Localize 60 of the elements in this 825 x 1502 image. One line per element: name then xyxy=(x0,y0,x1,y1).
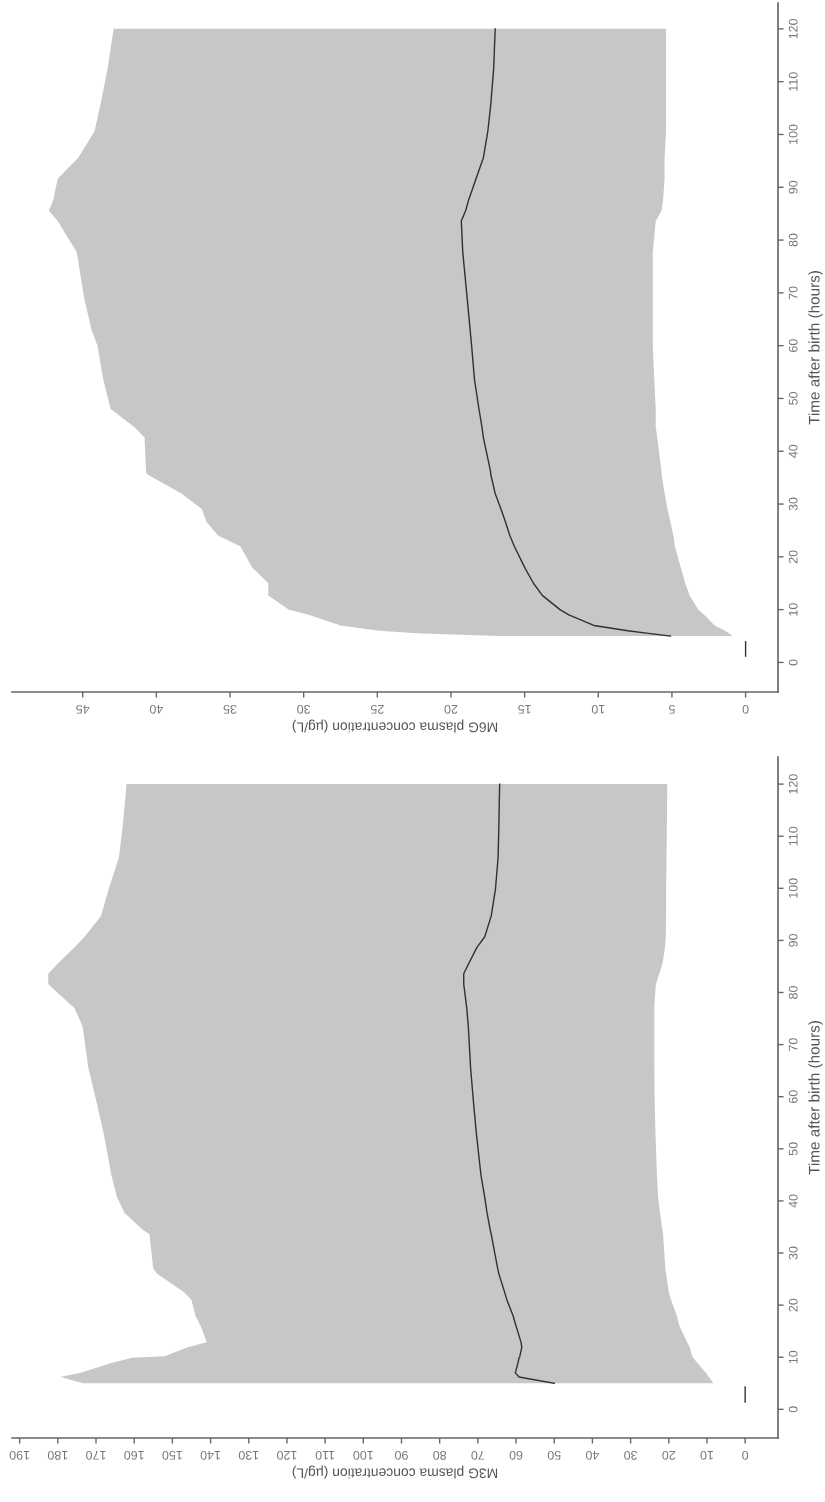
x-tick-label: 30 xyxy=(297,704,311,714)
x-tick-label: 20 xyxy=(444,704,458,714)
y-tick-label: 50 xyxy=(788,1142,798,1156)
y-tick-label: 0 xyxy=(788,659,798,666)
x-tick-label: 90 xyxy=(395,1450,408,1460)
y-tick-label: 0 xyxy=(788,1406,798,1413)
x-tick-label: 40 xyxy=(585,1450,600,1460)
y-tick-label: 10 xyxy=(788,1350,798,1364)
x-tick-label: 45 xyxy=(76,704,90,714)
x-tick-label: 15 xyxy=(518,704,531,714)
x-tick-label: 5 xyxy=(668,704,675,714)
x-tick-label: 0 xyxy=(742,704,749,714)
y-tick-label: 90 xyxy=(788,180,798,194)
y-tick-label: 120 xyxy=(788,774,798,794)
y-tick-label: 30 xyxy=(788,497,798,511)
x-tick-label: 10 xyxy=(591,704,605,714)
x-tick-label: 60 xyxy=(509,1450,523,1460)
y-tick-label: 90 xyxy=(788,933,798,947)
x-tick-label: 30 xyxy=(624,1450,638,1460)
y-tick-label: 20 xyxy=(788,1298,798,1312)
x-tick-label: 110 xyxy=(315,1450,335,1460)
x-tick-label: 150 xyxy=(162,1450,182,1460)
y-tick-label: 70 xyxy=(788,286,798,300)
y-tick-label: 60 xyxy=(788,339,798,352)
y-tick-label: 40 xyxy=(788,1194,798,1208)
x-tick-label: 10 xyxy=(700,1450,713,1460)
y-tick-label: 50 xyxy=(788,391,798,405)
x-tick-label: 100 xyxy=(353,1450,373,1460)
x-axis-title: M6G plasma concentration (µg/L) xyxy=(292,719,498,733)
x-tick-label: 180 xyxy=(47,1450,68,1460)
x-tick-label: 20 xyxy=(662,1450,676,1460)
x-tick-label: 40 xyxy=(149,704,164,714)
y-tick-label: 30 xyxy=(788,1246,798,1260)
y-tick-label: 70 xyxy=(788,1038,798,1051)
y-tick-label: 110 xyxy=(788,72,798,91)
y-axis-title: Time after birth (hours) xyxy=(808,1021,823,1175)
x-tick-label: 50 xyxy=(547,1450,561,1460)
x-tick-label: 140 xyxy=(200,1450,221,1460)
y-tick-label: 120 xyxy=(788,18,798,39)
y-tick-label: 100 xyxy=(788,124,798,144)
x-tick-label: 80 xyxy=(433,1450,447,1460)
y-tick-label: 80 xyxy=(788,986,798,999)
y-tick-label: 80 xyxy=(788,233,798,247)
x-tick-label: 25 xyxy=(370,704,384,714)
y-tick-label: 10 xyxy=(788,603,798,616)
y-tick-label: 40 xyxy=(788,444,798,458)
x-tick-label: 120 xyxy=(277,1450,297,1460)
x-tick-label: 35 xyxy=(223,704,237,714)
y-tick-label: 60 xyxy=(788,1090,798,1104)
x-tick-label: 130 xyxy=(238,1450,259,1460)
x-tick-label: 170 xyxy=(86,1450,106,1460)
x-tick-label: 70 xyxy=(471,1450,485,1460)
x-tick-label: 190 xyxy=(9,1450,30,1460)
x-axis-title: M3G plasma concentration (µg/L) xyxy=(292,1465,498,1479)
x-tick-label: 0 xyxy=(742,1450,749,1460)
y-tick-label: 100 xyxy=(788,878,798,898)
y-axis-title: Time after birth (hours) xyxy=(808,271,823,425)
x-tick-label: 160 xyxy=(124,1450,144,1460)
y-tick-label: 20 xyxy=(788,550,798,564)
y-tick-label: 110 xyxy=(788,826,798,846)
